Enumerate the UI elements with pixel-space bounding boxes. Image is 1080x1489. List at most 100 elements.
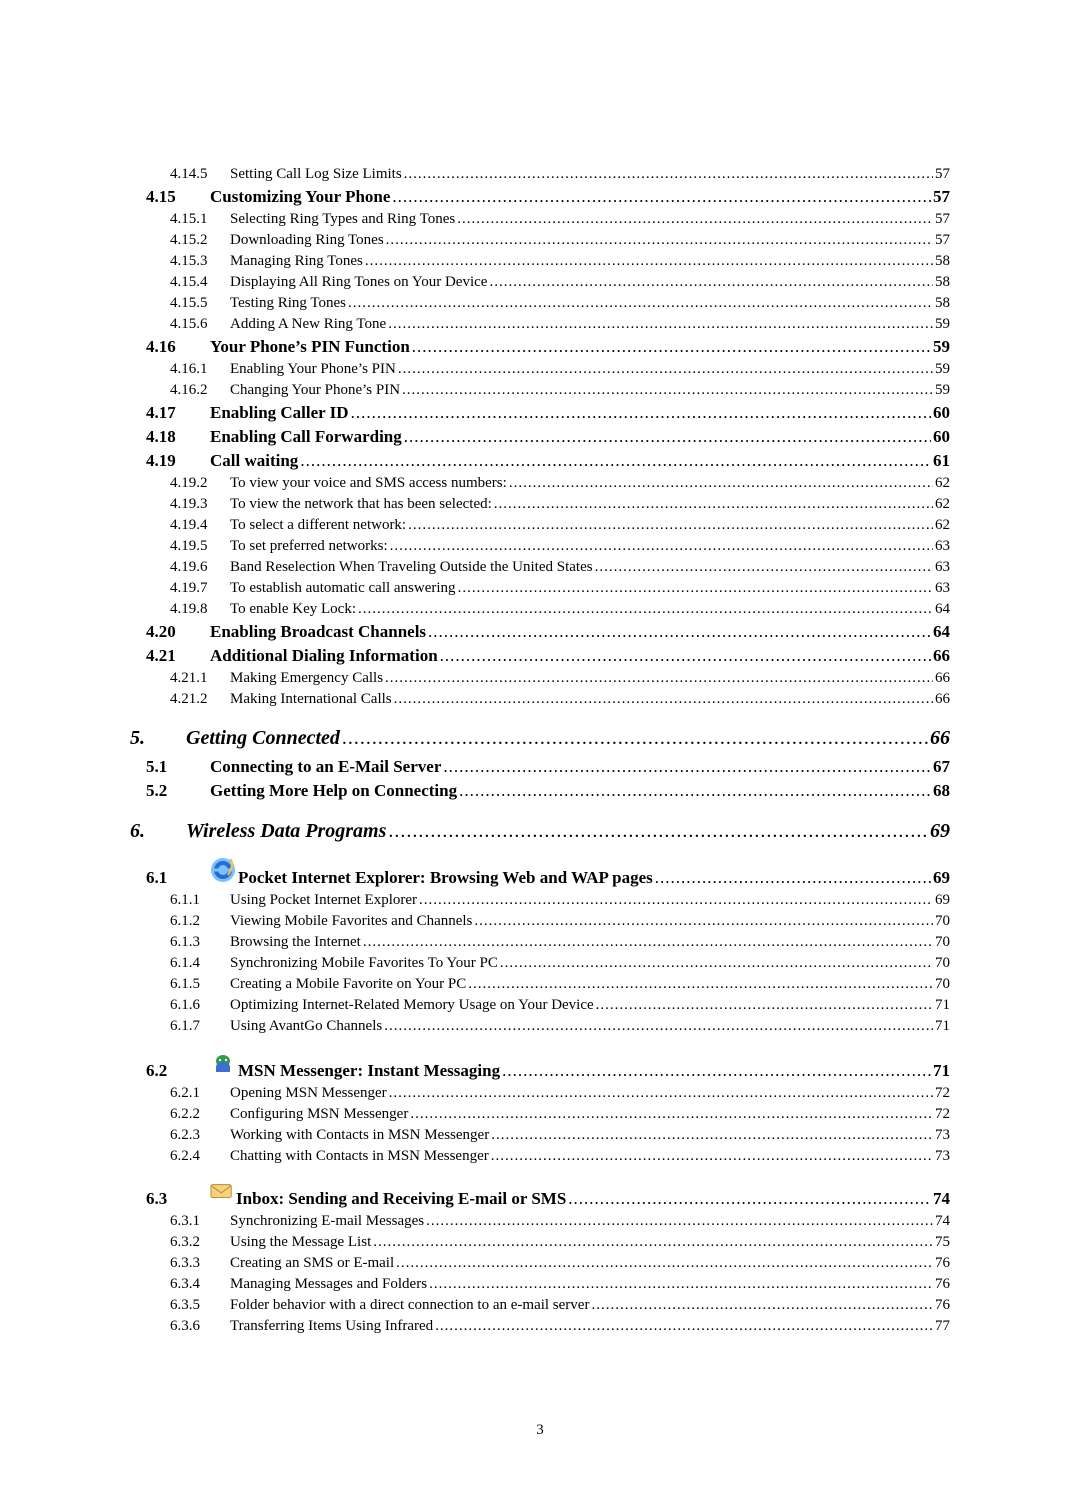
- toc-entry: 6.3.4Managing Messages and Folders76: [130, 1275, 950, 1294]
- toc-entry: 6.2.2Configuring MSN Messenger72: [130, 1105, 950, 1124]
- toc-entry-page: 70: [935, 933, 950, 952]
- toc-entry: 6.2.4Chatting with Contacts in MSN Messe…: [130, 1147, 950, 1166]
- toc-entry-number: 4.14.5: [130, 165, 230, 184]
- toc-leader-dots: [342, 727, 928, 750]
- toc-entry-page: 77: [935, 1317, 950, 1336]
- toc-leader-dots: [500, 954, 933, 973]
- toc-entry-page: 70: [935, 975, 950, 994]
- toc-entry-title: Additional Dialing Information: [210, 645, 438, 667]
- toc-leader-dots: [384, 1017, 933, 1036]
- toc-entry-number: 6.1: [130, 867, 210, 889]
- toc-entry: 6.3.3Creating an SMS or E-mail76: [130, 1254, 950, 1273]
- toc-leader-dots: [404, 426, 931, 448]
- toc-entry-title: Inbox: Sending and Receiving E-mail or S…: [236, 1188, 566, 1210]
- toc-entry-page: 75: [935, 1233, 950, 1252]
- toc-entry: 4.19Call waiting61: [130, 450, 950, 472]
- toc-entry-page: 63: [935, 558, 950, 577]
- toc-entry-title: Displaying All Ring Tones on Your Device: [230, 273, 487, 292]
- toc-entry: 4.19.3To view the network that has been …: [130, 495, 950, 514]
- toc-entry-title: Customizing Your Phone: [210, 186, 390, 208]
- toc-entry-page: 76: [935, 1275, 950, 1294]
- toc-entry-title: Enabling Caller ID: [210, 402, 349, 424]
- toc-entry-page: 62: [935, 516, 950, 535]
- toc-leader-dots: [491, 1126, 933, 1145]
- toc-entry-number: 6.1.4: [130, 954, 230, 973]
- toc-entry-number: 4.19.8: [130, 600, 230, 619]
- toc-entry-page: 69: [930, 820, 950, 843]
- toc-entry-page: 57: [935, 165, 950, 184]
- toc-entry-page: 71: [933, 1060, 950, 1082]
- toc-entry-title: Changing Your Phone’s PIN: [230, 381, 400, 400]
- toc-entry-title: Enabling Broadcast Channels: [210, 621, 426, 643]
- toc-entry: 6.3.5Folder behavior with a direct conne…: [130, 1296, 950, 1315]
- toc-entry: 4.21.2Making International Calls66: [130, 690, 950, 709]
- toc-entry-title: Synchronizing E-mail Messages: [230, 1212, 424, 1231]
- toc-leader-dots: [404, 165, 933, 184]
- toc-entry-title: Configuring MSN Messenger: [230, 1105, 408, 1124]
- toc-entry-number: 4.19.2: [130, 474, 230, 493]
- toc-entry: 6.1 Pocket Internet Explorer: Browsing We…: [130, 857, 950, 889]
- toc-entry-page: 61: [933, 450, 950, 472]
- toc-entry-title: Downloading Ring Tones: [230, 231, 384, 250]
- toc-entry-title: Testing Ring Tones: [230, 294, 346, 313]
- toc-entry-title: Synchronizing Mobile Favorites To Your P…: [230, 954, 498, 973]
- toc-entry: 4.20Enabling Broadcast Channels 64: [130, 621, 950, 643]
- toc-entry-title: To set preferred networks:: [230, 537, 388, 556]
- toc-entry-page: 66: [935, 669, 950, 688]
- toc-leader-dots: [392, 186, 931, 208]
- toc-leader-dots: [489, 273, 933, 292]
- toc-entry-number: 4.15.3: [130, 252, 230, 271]
- toc-entry-page: 58: [935, 294, 950, 313]
- toc-leader-dots: [459, 780, 931, 802]
- toc-entry-number: 4.21.1: [130, 669, 230, 688]
- toc-entry-title: Making Emergency Calls: [230, 669, 383, 688]
- toc-entry: 4.19.8To enable Key Lock:64: [130, 600, 950, 619]
- toc-entry-number: 4.21.2: [130, 690, 230, 709]
- toc-leader-dots: [363, 933, 933, 952]
- toc-entry-number: 6.3.3: [130, 1254, 230, 1273]
- toc-entry-number: 6.3: [130, 1188, 210, 1210]
- toc-entry-page: 66: [930, 727, 950, 750]
- toc-entry-page: 69: [935, 891, 950, 910]
- toc-entry-page: 67: [933, 756, 950, 778]
- toc-entry-page: 60: [933, 402, 950, 424]
- toc-entry-number: 4.15.5: [130, 294, 230, 313]
- toc-entry-page: 71: [935, 1017, 950, 1036]
- toc-entry-number: 6.2.4: [130, 1147, 230, 1166]
- toc-entry-page: 63: [935, 537, 950, 556]
- toc-leader-dots: [509, 474, 933, 493]
- toc-entry-page: 64: [935, 600, 950, 619]
- toc-entry-number: 4.20: [130, 621, 210, 643]
- toc-leader-dots: [402, 381, 933, 400]
- toc-leader-dots: [457, 210, 933, 229]
- toc-entry-number: 5.: [130, 727, 186, 750]
- toc-leader-dots: [300, 450, 931, 472]
- toc-entry-number: 6.2: [130, 1060, 210, 1082]
- toc-entry-number: 4.19: [130, 450, 210, 472]
- toc-entry-title: To establish automatic call answering: [230, 579, 456, 598]
- toc-entry: 4.21Additional Dialing Information66: [130, 645, 950, 667]
- toc-leader-dots: [468, 975, 933, 994]
- toc-entry: 4.15.4Displaying All Ring Tones on Your …: [130, 273, 950, 292]
- toc-entry-page: 64: [933, 621, 950, 643]
- toc-entry-page: 74: [933, 1188, 950, 1210]
- toc-leader-dots: [568, 1188, 931, 1210]
- toc-entry-number: 4.15: [130, 186, 210, 208]
- toc-entry-number: 6.1.2: [130, 912, 230, 931]
- toc-entry-page: 59: [933, 336, 950, 358]
- toc-leader-dots: [386, 231, 933, 250]
- toc-entry: 4.15.2Downloading Ring Tones57: [130, 231, 950, 250]
- toc-leader-dots: [428, 621, 931, 643]
- toc-leader-dots: [591, 1296, 933, 1315]
- toc-entry-number: 4.18: [130, 426, 210, 448]
- toc-leader-dots: [429, 1275, 933, 1294]
- toc-entry-page: 72: [935, 1084, 950, 1103]
- toc-entry-page: 69: [933, 867, 950, 889]
- toc-entry-page: 72: [935, 1105, 950, 1124]
- toc-entry-page: 73: [935, 1147, 950, 1166]
- page-number: 3: [0, 1422, 1080, 1439]
- toc-entry-title: Wireless Data Programs: [186, 820, 386, 843]
- toc-entry-number: 6.3.1: [130, 1212, 230, 1231]
- toc-entry: 5.Getting Connected66: [130, 727, 950, 750]
- toc-entry-title: Pocket Internet Explorer: Browsing Web a…: [238, 867, 653, 889]
